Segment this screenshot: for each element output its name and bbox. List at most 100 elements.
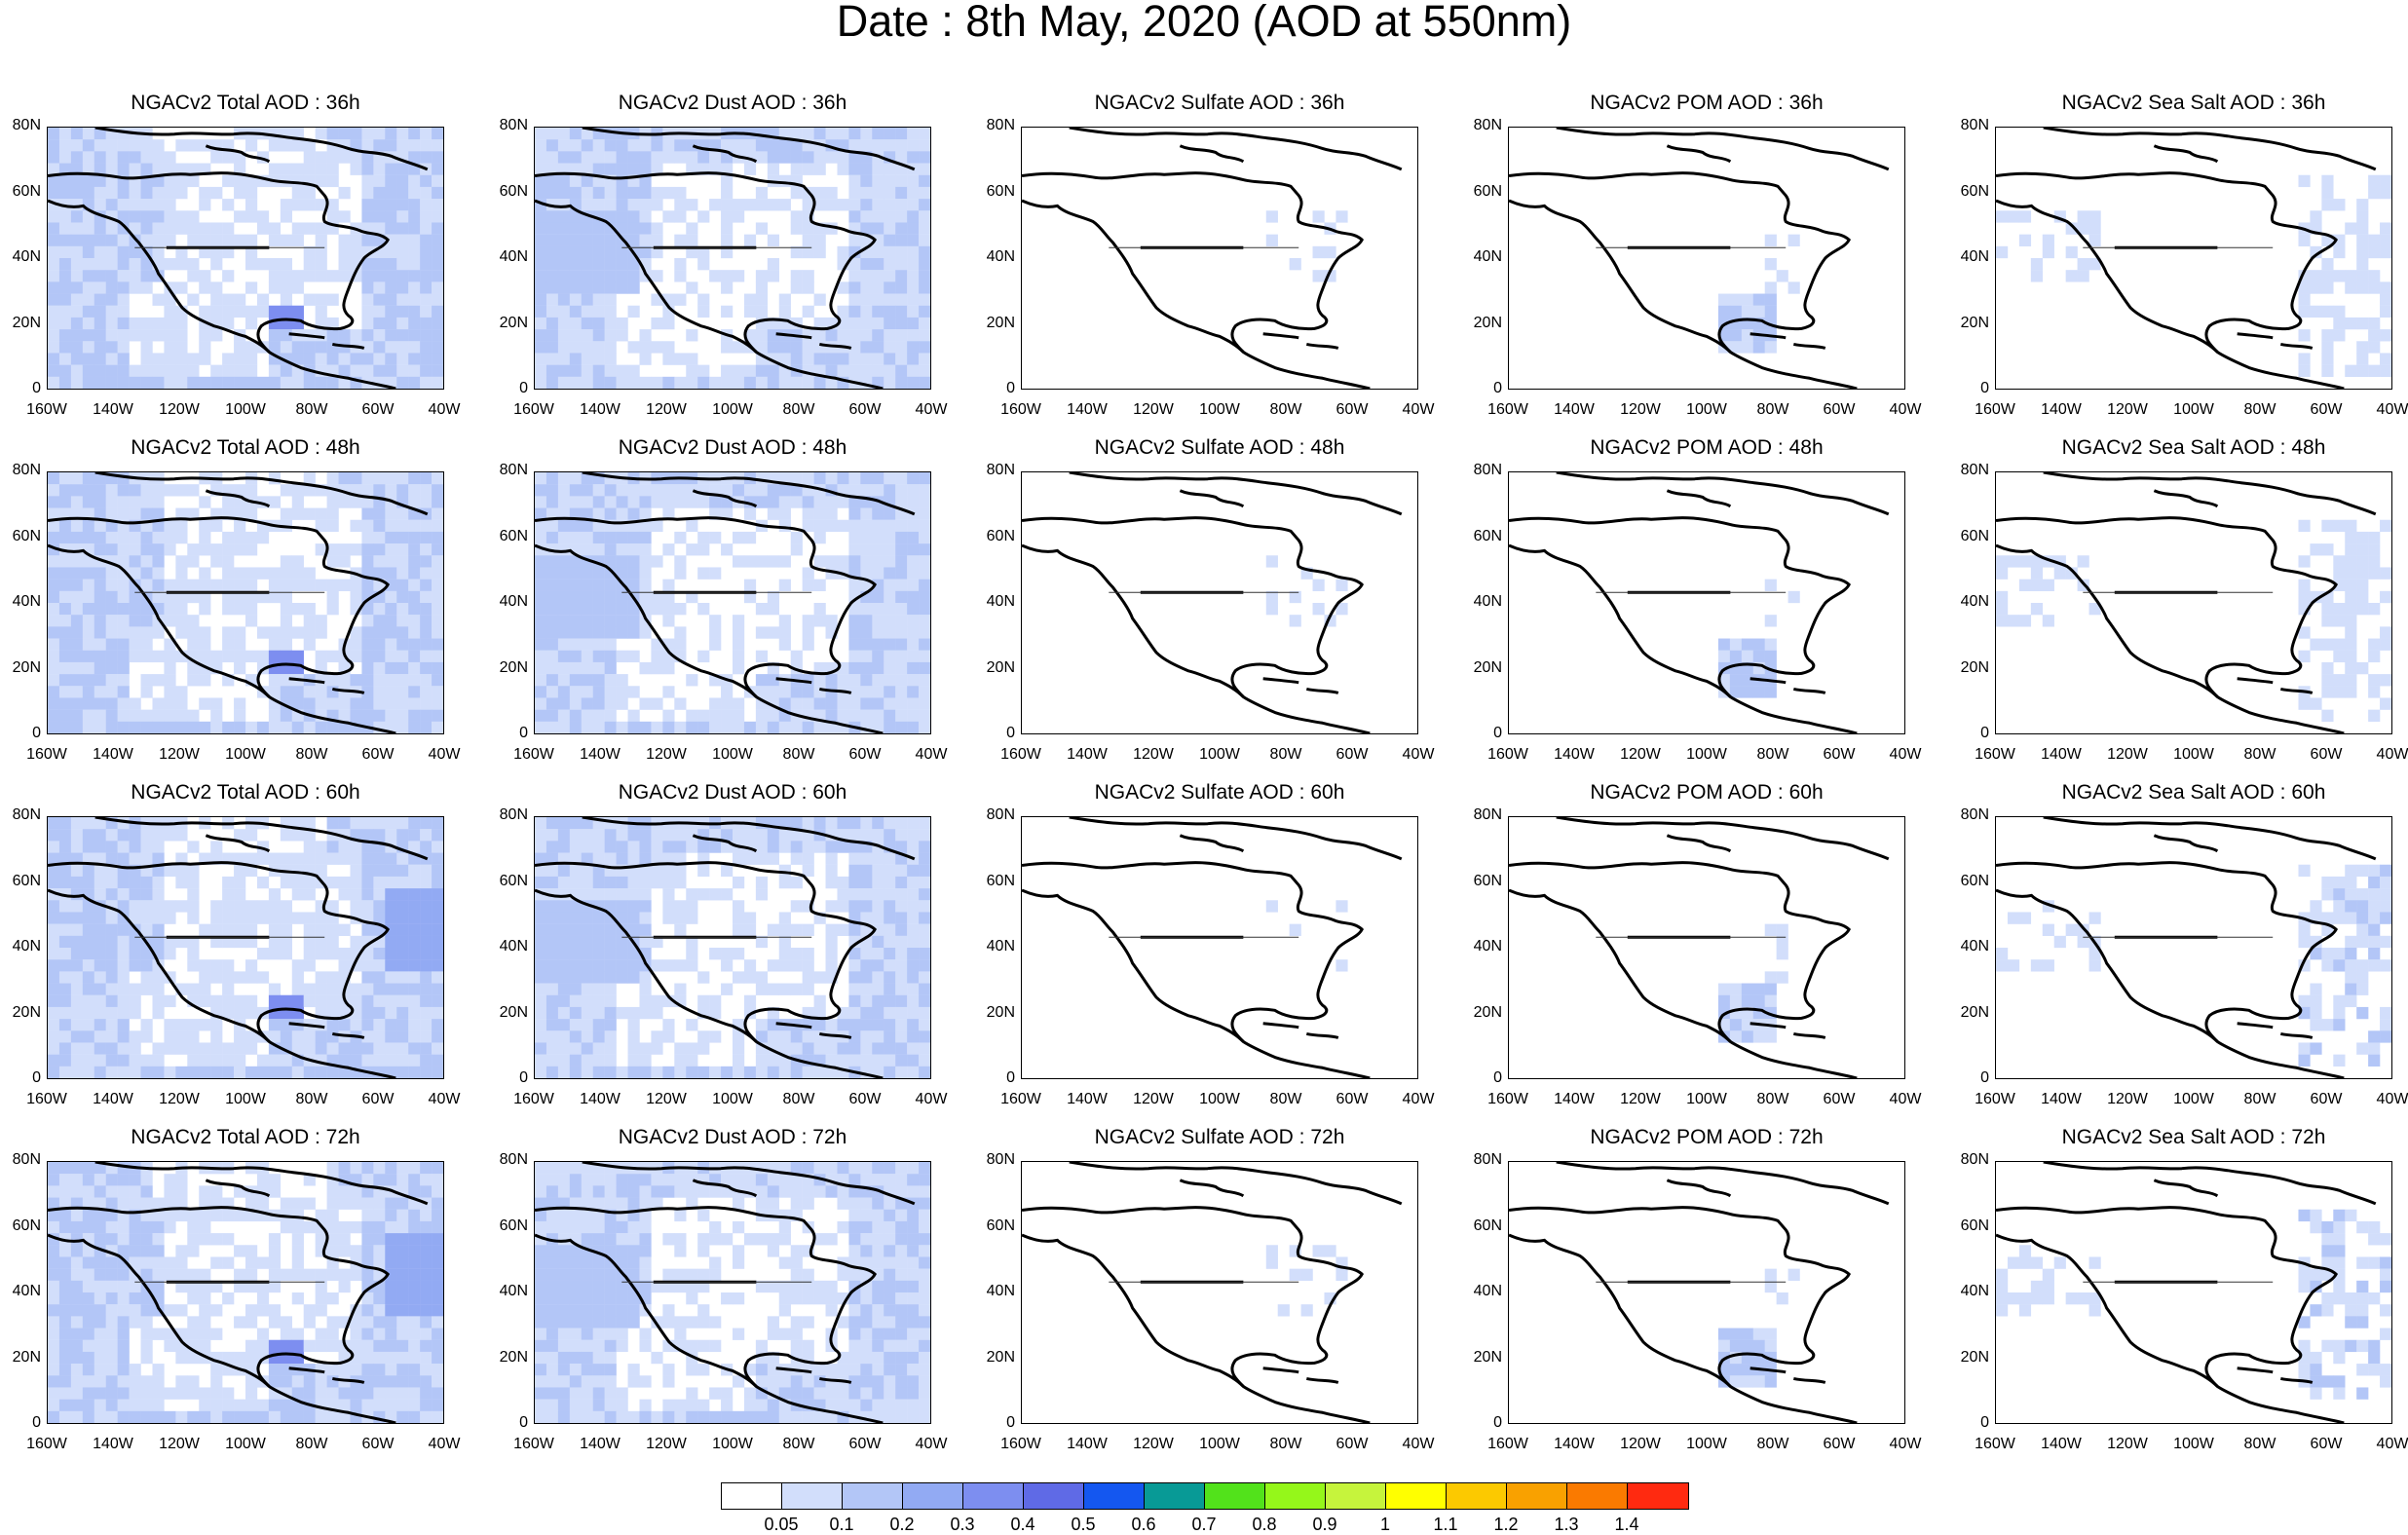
aod-cell [837,329,848,341]
aod-cell [744,853,756,865]
aod-cell [605,532,617,543]
x-tick-label: 80W [770,1091,828,1108]
aod-cell [617,329,628,341]
aod-cell [2356,971,2368,983]
aod-cell [327,353,339,364]
aod-cell [83,662,94,674]
aod-cell [152,1411,164,1423]
aod-cell [617,318,628,329]
aod-cell [83,329,94,341]
aod-cell [408,377,420,389]
x-tick-label: 120W [2098,1091,2157,1108]
aod-cell [408,1162,420,1174]
aod-cell [2310,984,2321,995]
aod-cell [316,1067,327,1078]
x-tick-label: 80W [2231,1091,2289,1108]
aod-cell [432,817,443,829]
aod-cell [884,341,895,353]
aod-cell [106,353,118,364]
aod-cell [768,710,779,722]
x-tick-label: 160W [1479,1091,1537,1108]
aod-cell [872,1030,884,1042]
aod-cell [48,1030,59,1042]
aod-cell [744,235,756,246]
aod-cell [895,626,907,638]
aod-cell [339,888,351,900]
aod-cell [420,532,432,543]
y-tick-label: 0 [976,380,1015,397]
aod-cell [837,817,848,829]
aod-cell [396,888,408,900]
aod-cell [269,626,281,638]
aod-cell [686,710,697,722]
aod-cell [2298,591,2310,603]
aod-cell [373,603,385,615]
aod-cell [1765,924,1777,936]
aod-cell [59,496,71,507]
aod-cell [361,128,373,139]
aod-cell [420,377,432,389]
aod-cell [396,1221,408,1233]
aod-cell [2368,865,2380,877]
aod-cell [152,841,164,852]
aod-cell [396,959,408,971]
aod-cell [48,580,59,591]
aod-cell [2380,353,2391,364]
aod-cell [257,1198,269,1210]
aod-cell [2298,995,2310,1007]
aod-cell [396,924,408,936]
map-plot [1508,127,1905,390]
aod-cell [432,924,443,936]
aod-cell [907,377,919,389]
aod-cell [779,722,791,733]
aod-cell [2333,555,2345,567]
aod-cell [674,151,686,163]
aod-cell [187,555,199,567]
aod-cell [628,567,640,579]
aod-cell [605,995,617,1007]
aod-cell [432,210,443,222]
aod-cell [234,567,245,579]
aod-cell [118,580,130,591]
aod-cell [396,626,408,638]
aod-cell [2368,936,2380,948]
aod-cell [339,697,351,709]
aod-cell [1788,281,1800,293]
aod-cell [826,151,838,163]
aod-cell [408,651,420,662]
aod-cell [304,959,316,971]
aod-cell [860,900,872,912]
aod-cell [420,1221,432,1233]
aod-cell [2345,567,2356,579]
aod-cell [118,484,130,496]
aod-cell [768,1067,779,1078]
aod-cell [83,567,94,579]
aod-cell [639,912,651,923]
aod-cell [884,353,895,364]
y-tick-label: 0 [1463,725,1502,742]
aod-cell [327,164,339,175]
aod-cell [385,1316,396,1328]
aod-cell [83,1042,94,1054]
aod-cell [245,1269,257,1281]
aod-cell [118,1387,130,1399]
aod-cell [605,199,617,210]
aod-cell [884,532,895,543]
aod-cell [141,543,153,555]
aod-cell [570,1042,582,1054]
aod-field [1022,472,1417,733]
aod-cell [106,1292,118,1304]
aod-cell [408,329,420,341]
aod-cell [408,1400,420,1411]
aod-field [1509,472,1904,733]
aod-cell [339,1233,351,1245]
aod-cell [686,353,697,364]
aod-cell [432,936,443,948]
aod-cell [141,164,153,175]
aod-cell [756,365,768,377]
x-tick-label: 40W [415,746,473,764]
aod-cell [779,626,791,638]
aod-cell [350,235,361,246]
aod-cell [907,1019,919,1030]
aod-cell [907,924,919,936]
